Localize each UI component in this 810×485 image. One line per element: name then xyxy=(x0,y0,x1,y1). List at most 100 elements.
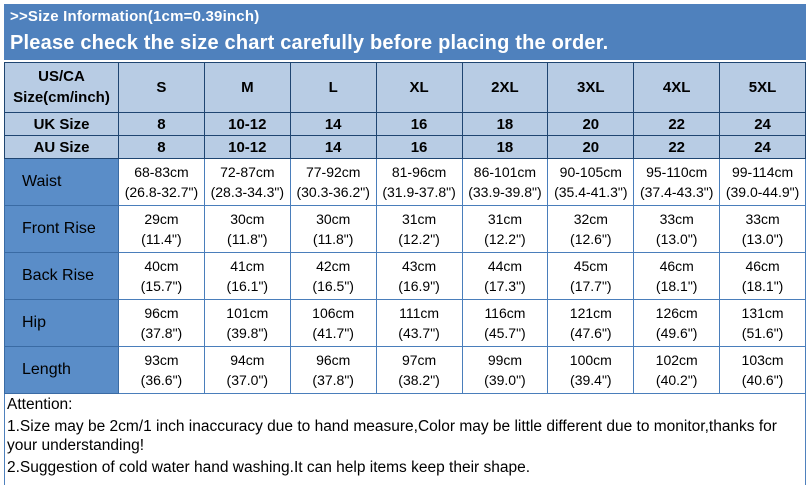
measurement-cm: 111cm xyxy=(399,304,440,321)
measurement-cell: 42cm (16.5") xyxy=(289,252,377,300)
measurement-cell: 100cm (39.4") xyxy=(547,346,635,394)
measurement-cm: 45cm xyxy=(573,257,608,274)
measurement-cm: 44cm xyxy=(487,257,523,274)
measurement-cm: 101cm xyxy=(226,304,269,321)
measurement-inch: (26.8-32.7") xyxy=(124,184,199,200)
measurement-inch: (17.7") xyxy=(570,278,612,294)
measurement-cm: 99-114cm xyxy=(731,163,794,180)
measurement-cell: 43cm (16.9") xyxy=(375,252,463,300)
measurement-cm: 99cm xyxy=(487,351,523,368)
measurement-cell: 103cm (40.6") xyxy=(719,346,806,394)
measurement-inch: (12.2") xyxy=(398,231,440,247)
measurement-inch: (39.4") xyxy=(570,372,612,388)
measurement-row-label: Hip xyxy=(4,299,119,347)
measurement-inch: (39.0") xyxy=(484,372,526,388)
measurement-inch: (12.6") xyxy=(570,231,612,247)
measurement-inch: (47.6") xyxy=(570,325,612,341)
measurement-cm: 30cm xyxy=(230,210,265,227)
measurement-row: Back Rise 40cm (15.7") 41cm (16.1") 42cm (16.5… xyxy=(4,252,806,300)
measurement-inch: (37.8") xyxy=(140,325,183,341)
measurement-inch: (33.9-39.8") xyxy=(468,184,542,200)
size-value-cell: 16 xyxy=(375,135,463,159)
attention-note-1: 1.Size may be 2cm/1 inch inaccuracy due … xyxy=(7,417,777,454)
size-value-cell: 14 xyxy=(289,135,377,159)
measurement-inch: (15.7") xyxy=(140,278,183,294)
banner-subtitle: Please check the size chart carefully be… xyxy=(10,32,609,54)
measurement-cell: 31cm (12.2") xyxy=(375,205,463,253)
measurement-cell: 30cm (11.8") xyxy=(289,205,377,253)
measurement-inch: (30.3-36.2") xyxy=(296,184,370,200)
measurement-cell: 99-114cm (39.0-44.9") xyxy=(719,158,806,206)
size-value-cell: 20 xyxy=(547,135,635,159)
size-chart-table: US/CA Size(cm/inch) S M L XL 2XL 3XL 4XL 5XL UK S… xyxy=(4,62,806,394)
measurement-cm: 96cm xyxy=(144,304,179,321)
size-conversion-row: AU Size 8 10-12 14 16 18 20 22 24 xyxy=(4,135,806,159)
measurement-cell: 99cm (39.0") xyxy=(461,346,549,394)
measurement-cm: 116cm xyxy=(484,304,526,321)
measurement-row: Front Rise 29cm (11.4") 30cm (11.8") 30cm (11.… xyxy=(4,205,806,253)
measurement-cm: 96cm xyxy=(316,351,351,368)
measurement-inch: (18.1") xyxy=(741,278,784,294)
measurement-inch: (28.3-34.3") xyxy=(210,184,285,200)
measurement-inch: (36.6") xyxy=(140,372,183,388)
measurement-cell: 81-96cm (31.9-37.8") xyxy=(375,158,463,206)
attention-section: Attention: 1.Size may be 2cm/1 inch inac… xyxy=(4,394,806,485)
measurement-cm: 46cm xyxy=(745,257,780,274)
measurement-inch: (16.5") xyxy=(312,278,354,294)
measurement-cm: 81-96cm xyxy=(391,163,447,180)
measurement-cell: 77-92cm (30.3-36.2") xyxy=(289,158,377,206)
size-column-header: 3XL xyxy=(547,62,635,113)
measurement-inch: (31.9-37.8") xyxy=(382,184,456,200)
size-value-cell: 18 xyxy=(461,135,549,159)
measurement-inch: (39.0-44.9") xyxy=(725,184,800,200)
measurement-cm: 77-92cm xyxy=(305,163,361,180)
measurement-cm: 93cm xyxy=(144,351,179,368)
measurement-cm: 46cm xyxy=(659,257,694,274)
measurement-cell: 116cm (45.7") xyxy=(461,299,549,347)
measurement-inch: (49.6") xyxy=(655,325,698,341)
measurement-cell: 33cm (13.0") xyxy=(719,205,806,253)
measurement-cell: 101cm (39.8") xyxy=(203,299,291,347)
measurement-cm: 32cm xyxy=(573,210,608,227)
measurement-cell: 102cm (40.2") xyxy=(633,346,721,394)
size-value-cell: 24 xyxy=(719,112,806,136)
measurement-cm: 94cm xyxy=(230,351,265,368)
measurement-cm: 31cm xyxy=(401,210,437,227)
measurement-row-label: Waist xyxy=(4,158,119,206)
measurement-inch: (17.3") xyxy=(484,278,526,294)
attention-title: Attention: xyxy=(7,396,73,413)
measurement-inch: (45.7") xyxy=(484,325,526,341)
measurement-cell: 33cm (13.0") xyxy=(633,205,721,253)
measurement-inch: (13.0") xyxy=(741,231,784,247)
measurement-cm: 68-83cm xyxy=(134,163,189,180)
size-column-header: 4XL xyxy=(633,62,721,113)
measurement-inch: (16.9") xyxy=(398,278,440,294)
measurement-inch: (43.7") xyxy=(398,325,440,341)
corner-header: US/CA Size(cm/inch) xyxy=(4,62,119,113)
measurement-cm: 100cm xyxy=(569,351,612,368)
measurement-cell: 41cm (16.1") xyxy=(203,252,291,300)
measurement-inch: (37.0") xyxy=(226,372,269,388)
measurement-inch: (39.8") xyxy=(226,325,269,341)
measurement-cm: 95-110cm xyxy=(646,163,708,180)
measurement-cm: 106cm xyxy=(312,304,355,321)
measurement-cell: 126cm (49.6") xyxy=(633,299,721,347)
measurement-cell: 68-83cm (26.8-32.7") xyxy=(118,158,205,206)
measurement-cell: 121cm (47.6") xyxy=(547,299,635,347)
measurement-cell: 32cm (12.6") xyxy=(547,205,635,253)
size-value-cell: 10-12 xyxy=(203,112,291,136)
measurement-inch: (11.8") xyxy=(312,231,354,247)
measurement-cell: 96cm (37.8") xyxy=(118,299,205,347)
measurement-inch: (37.8") xyxy=(312,372,354,388)
measurement-inch: (37.4-43.3") xyxy=(639,184,714,200)
measurement-cell: 30cm (11.8") xyxy=(203,205,291,253)
measurement-row-label: Front Rise xyxy=(4,205,119,253)
measurement-cell: 45cm (17.7") xyxy=(547,252,635,300)
measurement-cm: 30cm xyxy=(316,210,351,227)
measurement-cm: 86-101cm xyxy=(473,163,537,180)
size-value-cell: 24 xyxy=(719,135,806,159)
measurement-inch: (16.1") xyxy=(226,278,269,294)
measurement-cell: 31cm (12.2") xyxy=(461,205,549,253)
measurement-cell: 93cm (36.6") xyxy=(118,346,205,394)
